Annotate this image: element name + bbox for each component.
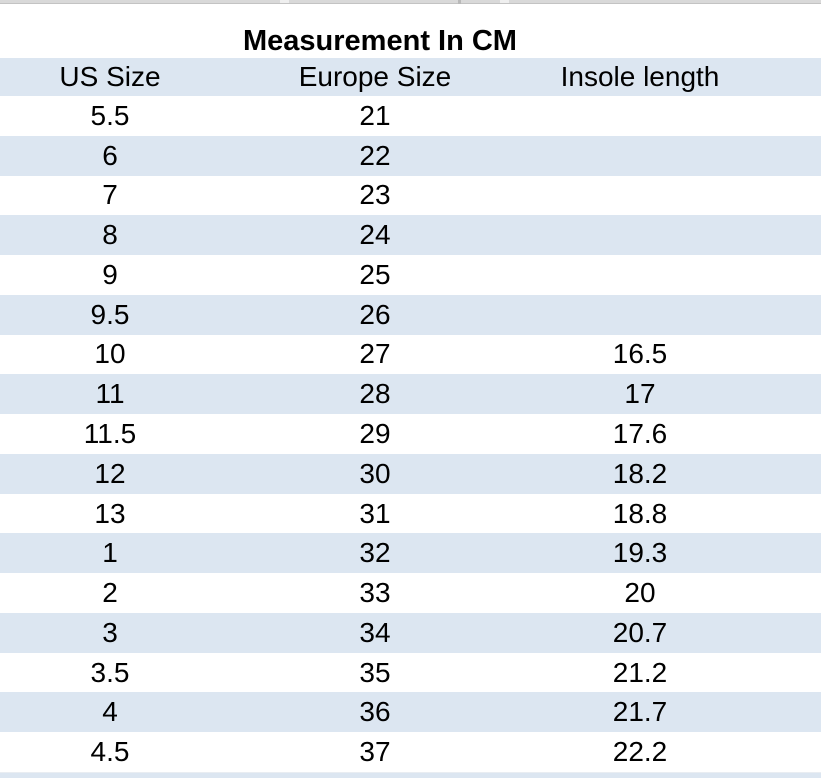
table-row: 10 27 16.5 bbox=[0, 334, 821, 375]
table-row: 4.5 37 22.2 bbox=[0, 732, 821, 773]
table-row: 11 28 17 bbox=[0, 374, 821, 415]
table-row: 2 33 20 bbox=[0, 573, 821, 613]
cell-europe-size: 23 bbox=[359, 179, 391, 211]
cell-filler bbox=[750, 414, 821, 454]
column-header-us-size: US Size bbox=[59, 61, 161, 92]
cell-insole-length: 17.6 bbox=[612, 418, 668, 449]
cell-insole-length bbox=[530, 295, 750, 335]
cell-us-size: 4.5 bbox=[90, 736, 130, 768]
cell-us-size: 5.5 bbox=[90, 99, 130, 131]
cell-insole-length: 20 bbox=[624, 577, 656, 609]
cell-us-size: 11 bbox=[95, 378, 125, 410]
cell-filler bbox=[750, 573, 821, 613]
cropped-next-row-edge bbox=[0, 772, 821, 778]
cell-insole-length: 18.2 bbox=[612, 457, 668, 489]
cell-europe-size: 29 bbox=[359, 418, 391, 449]
cell-europe-size: 37 bbox=[359, 736, 391, 768]
cell-europe-size: 34 bbox=[359, 616, 391, 648]
table-row: 3.5 35 21.2 bbox=[0, 652, 821, 693]
cell-filler bbox=[750, 533, 821, 573]
cropped-spreadsheet-edge bbox=[0, 0, 821, 4]
cell-europe-size: 36 bbox=[359, 696, 391, 728]
table-row: 4 36 21.7 bbox=[0, 692, 821, 733]
cell-europe-size: 24 bbox=[359, 219, 391, 251]
cell-insole-length: 18.8 bbox=[612, 497, 668, 529]
page-title: Measurement In CM bbox=[243, 25, 517, 57]
table-row: 13 31 18.8 bbox=[0, 493, 821, 534]
title-area: Measurement In CM bbox=[0, 4, 760, 58]
cell-us-size: 2 bbox=[102, 577, 118, 609]
cell-europe-size: 35 bbox=[359, 656, 391, 688]
cell-insole-length: 16.5 bbox=[612, 338, 668, 370]
cell-filler bbox=[750, 374, 821, 414]
cell-europe-size: 21 bbox=[359, 99, 391, 131]
table-row: 3 34 20.7 bbox=[0, 612, 821, 653]
cell-filler bbox=[750, 176, 821, 216]
cell-insole-length bbox=[530, 136, 750, 176]
strip-gap bbox=[280, 0, 289, 3]
strip-tick bbox=[458, 0, 461, 4]
cell-us-size: 3 bbox=[102, 616, 118, 648]
cell-filler bbox=[750, 732, 821, 772]
cell-europe-size: 33 bbox=[359, 577, 391, 609]
column-header-europe-size: Europe Size bbox=[298, 61, 452, 92]
cell-europe-size: 25 bbox=[359, 258, 391, 290]
cell-us-size: 3.5 bbox=[90, 656, 130, 688]
cell-us-size: 4 bbox=[102, 696, 118, 728]
cell-filler bbox=[750, 96, 821, 136]
strip-gap bbox=[500, 0, 509, 3]
cell-us-size: 10 bbox=[94, 338, 126, 370]
table-row: 9.5 26 bbox=[0, 294, 821, 335]
cell-filler bbox=[750, 136, 821, 176]
cell-insole-length: 17 bbox=[624, 378, 656, 410]
cell-filler bbox=[750, 215, 821, 255]
table-row: 6 22 bbox=[0, 135, 821, 176]
column-header-insole-length: Insole length bbox=[560, 61, 720, 92]
cell-insole-length bbox=[530, 176, 750, 216]
cell-insole-length: 21.7 bbox=[612, 696, 668, 728]
table-body: 5.5 21 6 22 7 23 8 24 9 25 9.5 26 10 27 … bbox=[0, 96, 821, 773]
cell-europe-size: 31 bbox=[359, 497, 391, 529]
cell-us-size: 11.5 bbox=[83, 418, 137, 449]
cell-europe-size: 28 bbox=[359, 378, 391, 410]
cell-insole-length: 22.2 bbox=[612, 736, 668, 768]
cell-filler bbox=[750, 295, 821, 335]
cell-filler bbox=[750, 692, 821, 732]
table-row: 8 24 bbox=[0, 215, 821, 256]
cell-europe-size: 26 bbox=[359, 298, 391, 330]
cell-insole-length: 20.7 bbox=[612, 616, 668, 648]
table-row: 5.5 21 bbox=[0, 96, 821, 136]
cell-filler bbox=[750, 653, 821, 693]
cell-europe-size: 30 bbox=[359, 457, 391, 489]
cell-us-size: 1 bbox=[102, 537, 118, 569]
cell-insole-length: 21.2 bbox=[612, 656, 668, 688]
cell-insole-length bbox=[530, 255, 750, 295]
cell-europe-size: 27 bbox=[359, 338, 391, 370]
cell-us-size: 12 bbox=[94, 457, 126, 489]
table-row: 12 30 18.2 bbox=[0, 453, 821, 494]
table-row: 7 23 bbox=[0, 175, 821, 216]
cell-us-size: 7 bbox=[102, 179, 118, 211]
cell-insole-length bbox=[530, 96, 750, 136]
cell-filler bbox=[750, 494, 821, 534]
cell-us-size: 8 bbox=[102, 219, 118, 251]
cell-filler bbox=[750, 613, 821, 653]
cell-filler bbox=[750, 255, 821, 295]
cell-us-size: 6 bbox=[102, 139, 118, 171]
cell-europe-size: 22 bbox=[359, 139, 391, 171]
cell-insole-length bbox=[530, 215, 750, 255]
table-header-row: US Size Europe Size Insole length bbox=[0, 58, 821, 96]
cell-insole-length: 19.3 bbox=[612, 537, 668, 569]
cell-us-size: 9 bbox=[102, 258, 118, 290]
cell-europe-size: 32 bbox=[359, 537, 391, 569]
header-filler bbox=[750, 58, 821, 96]
table-row: 11.5 29 17.6 bbox=[0, 414, 821, 454]
cell-filler bbox=[750, 335, 821, 375]
cell-us-size: 13 bbox=[94, 497, 126, 529]
cell-us-size: 9.5 bbox=[90, 298, 130, 330]
table-row: 1 32 19.3 bbox=[0, 533, 821, 574]
table-row: 9 25 bbox=[0, 255, 821, 295]
cell-filler bbox=[750, 454, 821, 494]
